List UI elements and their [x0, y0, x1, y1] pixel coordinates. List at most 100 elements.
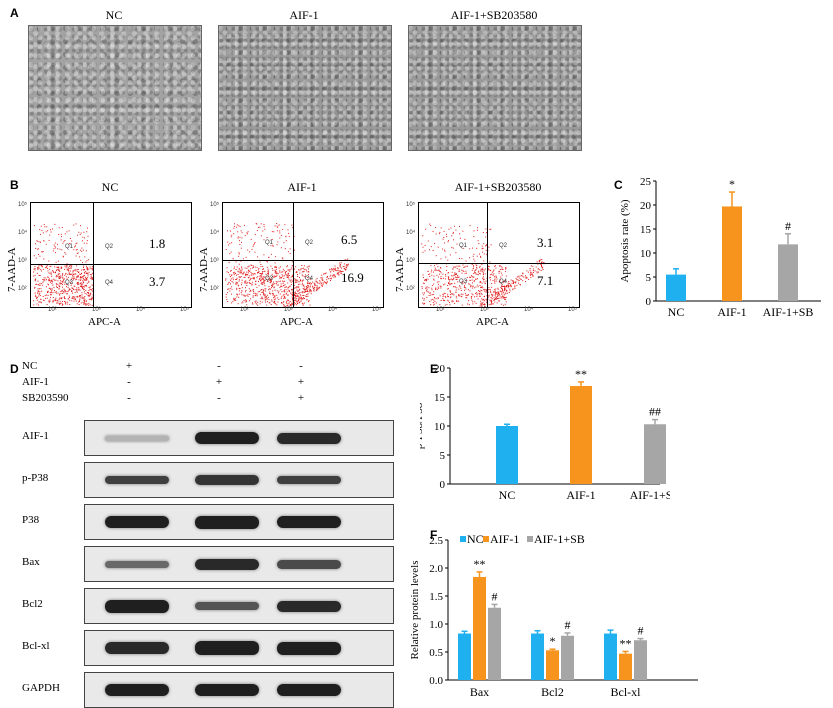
y-tick-label: 1.0	[429, 619, 443, 631]
flow-y-axis-label: 7-AAD-A	[394, 247, 406, 292]
treatment-label: SB203590	[22, 392, 68, 404]
bar	[546, 650, 559, 680]
gate-line-horizontal	[419, 263, 579, 264]
protein-band	[195, 432, 259, 444]
blot-label: AIF-1	[22, 430, 82, 442]
bar	[722, 206, 742, 301]
treatment-sign: -	[212, 360, 226, 372]
legend-swatch	[483, 536, 489, 542]
y-axis-label: p-P38/P38	[420, 402, 425, 449]
flow-x-axis-label: APC-A	[88, 316, 121, 328]
x-tick-label: 10²	[48, 307, 57, 313]
x-tick-label: NC	[499, 488, 516, 502]
blot-label: Bcl2	[22, 598, 82, 610]
protein-band	[277, 476, 341, 484]
protein-band	[277, 560, 341, 569]
treatment-label: NC	[22, 360, 37, 372]
treatment-sign: +	[294, 376, 308, 388]
significance-mark: **	[575, 367, 587, 381]
blot-strip	[84, 546, 394, 582]
protein-band	[277, 433, 341, 444]
treatment-sign: -	[212, 392, 226, 404]
y-tick-label: 1.5	[429, 591, 443, 603]
bar	[644, 424, 666, 484]
protein-band	[277, 684, 341, 696]
panel-letter-a: A	[10, 6, 19, 20]
y-tick-label: 10⁵	[210, 202, 219, 208]
treatment-sign: -	[122, 376, 136, 388]
x-tick-label: 10³	[92, 307, 101, 313]
blot-label: Bax	[22, 556, 82, 568]
bar	[473, 577, 486, 680]
protein-band	[105, 436, 169, 441]
treatment-sign: -	[122, 392, 136, 404]
blot-strip	[84, 504, 394, 540]
protein-band	[105, 642, 169, 654]
x-tick-label: 10²	[436, 307, 445, 313]
y-tick-label: 0	[440, 479, 446, 491]
y-tick-label: 0	[646, 296, 652, 308]
y-tick-label: 10⁵	[18, 202, 27, 208]
blot-label: P38	[22, 514, 82, 526]
legend-label: NC	[467, 532, 484, 546]
gate-line-vertical	[487, 203, 488, 307]
quadrant-label: Q3	[265, 276, 273, 282]
treatment-sign: +	[122, 360, 136, 372]
y-tick-label: 10²	[406, 286, 415, 292]
quadrant-label: Q1	[65, 244, 73, 250]
protein-band	[277, 601, 341, 612]
protein-band	[277, 516, 341, 528]
blot-label: p-P38	[22, 472, 82, 484]
treatment-label: AIF-1	[22, 376, 49, 388]
y-tick-label: 15	[640, 224, 652, 236]
blot-strip	[84, 462, 394, 498]
x-tick-label: Bcl2	[541, 685, 564, 699]
x-tick-label: Bcl-xl	[611, 685, 642, 699]
gate-line-vertical	[293, 203, 294, 307]
upper-right-percent: 6.5	[341, 232, 357, 248]
lower-right-percent: 16.9	[341, 270, 364, 286]
protein-band	[105, 684, 169, 696]
quadrant-label: Q3	[65, 280, 73, 286]
x-tick-label: 10³	[480, 307, 489, 313]
x-tick-label: 10⁵	[180, 307, 189, 313]
flow-scatter	[419, 203, 579, 307]
x-tick-label: NC	[668, 305, 685, 319]
y-tick-label: 0.5	[429, 647, 443, 659]
y-tick-label: 0.0	[429, 675, 443, 687]
x-tick-label: 10⁵	[372, 307, 381, 313]
lower-right-percent: 3.7	[149, 274, 165, 290]
micro-label-nc: NC	[28, 8, 200, 23]
legend-label: AIF-1	[490, 532, 519, 546]
x-tick-label: 10⁴	[136, 307, 145, 313]
y-tick-label: 15	[434, 392, 446, 404]
flow-x-axis-label: APC-A	[476, 316, 509, 328]
protein-band	[105, 476, 169, 484]
flow-title: AIF-1+SB203580	[418, 180, 578, 195]
y-tick-label: 10⁴	[210, 230, 219, 236]
protein-band	[195, 602, 259, 610]
x-tick-label: 10⁵	[568, 307, 577, 313]
y-tick-label: 10⁴	[406, 230, 415, 236]
protein-band	[195, 684, 259, 696]
micro-label-aif1: AIF-1	[218, 8, 390, 23]
quadrant-label: Q3	[459, 279, 467, 285]
bar	[570, 386, 592, 484]
bar	[666, 275, 686, 301]
y-tick-label: 10³	[18, 258, 27, 264]
significance-mark: *	[729, 177, 735, 191]
protein-band	[195, 475, 259, 485]
micrograph-nc	[28, 25, 202, 151]
quadrant-label: Q4	[499, 279, 507, 285]
significance-mark: #	[638, 624, 644, 638]
significance-mark: ##	[649, 405, 661, 419]
treatment-sign: +	[212, 376, 226, 388]
bar	[619, 654, 632, 680]
significance-mark: **	[474, 557, 486, 571]
upper-right-percent: 1.8	[149, 236, 165, 252]
y-tick-label: 5	[440, 450, 446, 462]
